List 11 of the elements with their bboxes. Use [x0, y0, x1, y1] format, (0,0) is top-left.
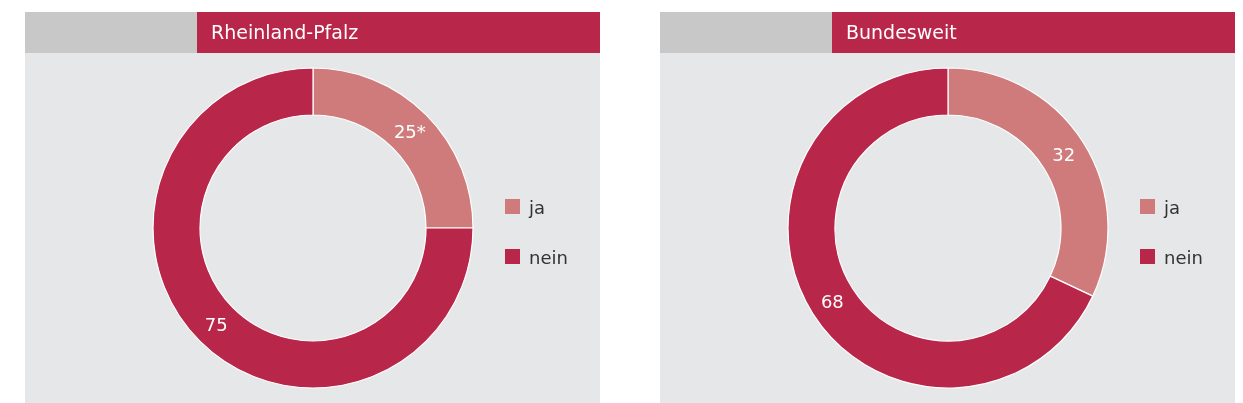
chart-title: Bundesweit	[846, 21, 957, 43]
data-label: 75	[204, 314, 228, 336]
donut-slice	[152, 67, 474, 389]
legend-label: ja	[528, 196, 546, 218]
data-label: 25*	[393, 120, 426, 142]
data-label: 68	[820, 290, 844, 312]
legend-label: nein	[529, 246, 568, 268]
legend-label: ja	[1163, 196, 1181, 218]
legend-label: nein	[1164, 246, 1203, 268]
data-label: 32	[1052, 144, 1076, 166]
chart-title: Rheinland-Pfalz	[211, 21, 359, 43]
